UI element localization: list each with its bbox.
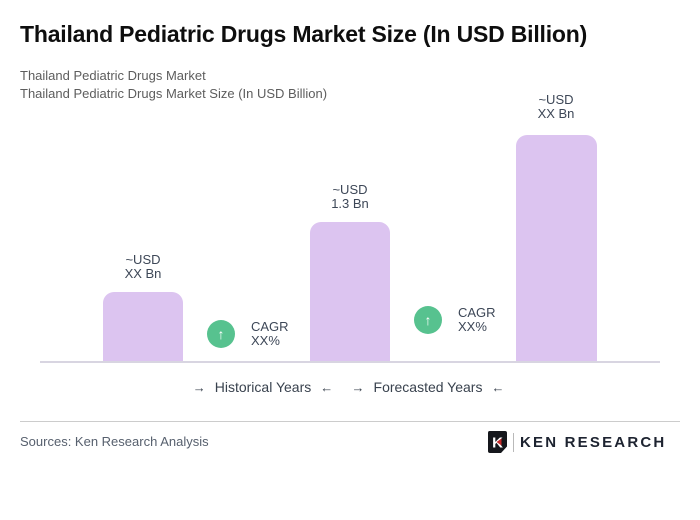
up-arrow-glyph: ↑ — [217, 326, 225, 342]
axis-group-forecasted-years: → Forecasted Years ← — [328, 379, 528, 395]
footer-divider — [20, 421, 680, 422]
ken-research-emblem-icon: K — [488, 431, 507, 453]
bar-value-label-historical: ~USD XX Bn — [103, 253, 183, 281]
bar-value-line-2: XX Bn — [124, 266, 162, 281]
axis-group-label: Forecasted Years — [373, 379, 483, 395]
left-arrow-icon: ← — [491, 379, 505, 395]
axis-group-label: Historical Years — [214, 379, 312, 395]
subtitle-line-1: Thailand Pediatric Drugs Market — [20, 68, 206, 83]
cagr-value: XX% — [458, 319, 487, 334]
bar-value-label-forecast: ~USD XX Bn — [516, 93, 596, 121]
emblem-letter: K — [492, 435, 503, 452]
sources-text: Sources: Ken Research Analysis — [20, 434, 209, 449]
cagr-value: XX% — [251, 333, 280, 348]
cagr-label: CAGR — [458, 305, 496, 320]
right-arrow-icon: → — [192, 379, 206, 395]
page-title: Thailand Pediatric Drugs Market Size (In… — [20, 21, 588, 47]
bar-value-line-2: XX Bn — [537, 106, 575, 121]
x-axis-line — [40, 361, 660, 363]
axis-group-historical-years: → Historical Years ← — [163, 379, 363, 395]
cagr-badge-text: CAGR XX% — [458, 306, 496, 334]
bar-value-line-1: ~USD — [125, 252, 161, 267]
left-arrow-icon: ← — [320, 379, 334, 395]
bar-value-line-1: ~USD — [538, 92, 574, 107]
bar-forecasted-years — [516, 135, 597, 362]
ken-research-logo: K KEN RESEARCH — [487, 430, 666, 454]
cagr-up-arrow-icon: ↑ — [414, 306, 442, 334]
cagr-label: CAGR — [251, 319, 289, 334]
bar-historical-years — [103, 292, 183, 362]
logo-divider — [513, 432, 514, 452]
up-arrow-glyph: ↑ — [424, 312, 432, 328]
cagr-badge-forecast: ↑ CAGR XX% — [414, 306, 496, 334]
bar-value-label-base-year: ~USD 1.3 Bn — [310, 183, 390, 211]
chart-subtitle: Thailand Pediatric Drugs Market Thailand… — [20, 67, 327, 103]
right-arrow-icon: → — [351, 379, 365, 395]
logo-wordmark: KEN RESEARCH — [520, 433, 667, 451]
subtitle-line-2: Thailand Pediatric Drugs Market Size (In… — [20, 86, 328, 101]
bar-base-year — [310, 222, 390, 362]
bar-value-line-2: 1.3 Bn — [331, 196, 369, 211]
cagr-badge-text: CAGR XX% — [251, 320, 289, 348]
cagr-up-arrow-icon: ↑ — [207, 320, 235, 348]
cagr-badge-historical: ↑ CAGR XX% — [207, 320, 289, 348]
emblem-red-accent — [496, 438, 502, 446]
bar-value-line-1: ~USD — [332, 182, 368, 197]
